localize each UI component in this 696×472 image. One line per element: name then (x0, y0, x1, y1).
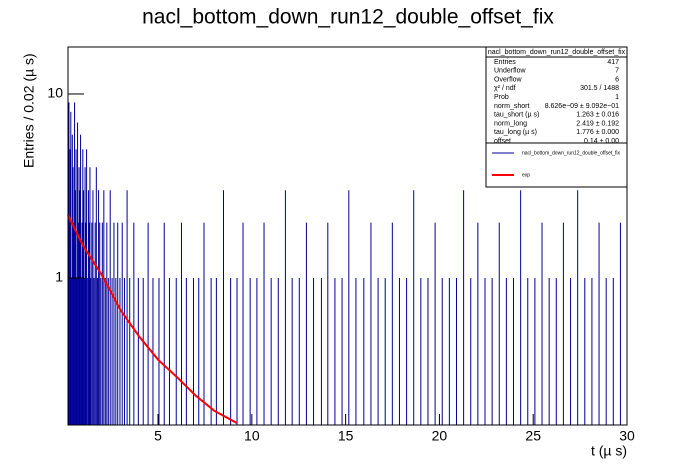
stats-value: 7 (615, 68, 619, 75)
stats-label: Prob (494, 94, 509, 101)
stats-value: 2.419 ± 0.192 (576, 120, 619, 127)
x-tick-label: 25 (525, 428, 541, 444)
stats-value: 1.776 ± 0.000 (576, 129, 619, 136)
stats-value: 8.626e−09 ± 9.092e−01 (545, 103, 619, 110)
stats-value: 417 (607, 59, 619, 66)
stats-label: tau_long (µ s) (494, 129, 537, 136)
stats-label: offset (494, 138, 511, 145)
x-tick-label: 30 (619, 428, 635, 444)
stats-label: χ² / ndf (494, 85, 516, 92)
x-axis-label: t (µ s) (591, 443, 627, 459)
x-tick-label: 20 (432, 428, 448, 444)
x-tick-label: 15 (338, 428, 354, 444)
chart-title: nacl_bottom_down_run12_double_offset_fix (142, 6, 554, 29)
legend-label: nacl_bottom_down_run12_double_offset_fix (522, 150, 621, 156)
y-tick-label: 10 (47, 85, 63, 101)
legend-label: exp (522, 172, 530, 178)
x-tick-label: 10 (244, 428, 260, 444)
stats-value: 1.263 ± 0.016 (576, 112, 619, 119)
stats-label: Overflow (494, 76, 523, 83)
stats-box (485, 46, 628, 188)
stats-label: norm_short (494, 103, 529, 110)
stats-title: nacl_bottom_down_run12_double_offset_fix (488, 49, 626, 56)
stats-value: 1 (615, 94, 619, 101)
fit-curve (67, 214, 238, 424)
y-tick-label: 1 (55, 269, 63, 285)
stats-value: 0.14 ± 0.00 (584, 138, 619, 145)
stats-label: tau_short (µ s) (494, 112, 539, 119)
stats-label: norm_long (494, 120, 527, 127)
stats-value: 6 (615, 76, 619, 83)
stats-value: 301.5 / 1488 (580, 85, 619, 92)
stats-label: Entries (494, 59, 516, 66)
y-axis-label: Entries / 0.02 (µ s) (21, 53, 37, 168)
stats-label: Underflow (494, 68, 526, 75)
plot-frame (67, 46, 628, 426)
x-tick-label: 5 (154, 428, 162, 444)
